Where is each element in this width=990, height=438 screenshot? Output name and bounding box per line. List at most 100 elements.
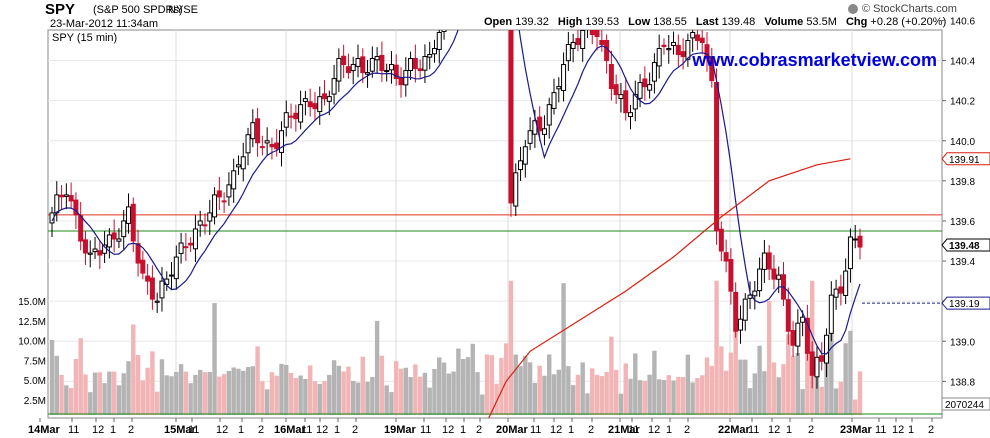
x-tick-label: 11 [188,424,199,436]
volume-bar [805,324,810,415]
candle-body [447,0,451,9]
volume-bar [537,365,542,415]
candle-body [422,56,428,71]
candle-body [575,38,581,46]
candle-body [599,39,605,46]
candle-body [427,54,433,58]
x-tick-label: 1 [568,424,574,436]
candle-body [513,172,519,207]
volume-bar [183,371,189,415]
y-tick-label: 139.0 [950,337,975,348]
volume-tick-label: 5.0M [24,376,46,387]
volume-bar [154,391,160,415]
volume-bar [743,359,748,415]
volume-bar [398,368,404,415]
y-tick-label: 140.6 [950,16,975,27]
x-tick-label: 2 [352,424,358,436]
candle-body [298,104,304,123]
x-tick-label: 16Mar [274,424,307,436]
candle-body [623,90,629,114]
candle-body [757,268,763,292]
candle-body [106,234,112,248]
candle-body [183,246,189,249]
volume-bar [351,380,356,415]
volume-bar [829,318,834,415]
candle-body [847,236,853,270]
volume-bar [776,377,781,415]
candle-body [178,242,184,254]
x-tick-label: 1 [334,424,340,436]
x-tick-label: 11 [875,424,886,436]
volume-bar [728,352,734,415]
volume-bar [460,359,466,415]
candle-body [718,228,724,252]
volume-bar [489,355,495,415]
candle-body [637,82,643,99]
candle-body [59,194,65,198]
volume-bar [575,374,581,415]
candle-body [192,228,198,250]
x-tick-label: 20Mar [496,424,529,436]
x-tick-label: 19Mar [384,424,417,436]
volume-bar [857,371,863,415]
candle-body [212,194,218,218]
candle-body [828,294,834,334]
x-tick-label: 12 [92,424,104,436]
volume-bar [255,346,260,415]
volume-tick-label: 2.5M [24,396,46,407]
volume-tag-label: 2070244 [945,400,984,411]
candle-body [585,24,589,26]
candle-body [341,55,347,66]
volume-bar [585,393,590,415]
volume-bar [790,355,796,415]
x-tick-label: 12 [892,424,904,436]
candle-body [398,77,404,86]
volume-bar [628,378,633,415]
volume-value: 53.5M [806,16,837,28]
x-tick-label: 12 [216,424,228,436]
candle-body [843,270,849,296]
volume-bar [360,356,365,415]
volume-bar [838,381,844,415]
volume-bar [480,394,485,415]
volume-bar [379,355,385,415]
volume-bar [236,368,241,415]
volume-bar [642,380,648,415]
candle-body [742,298,748,321]
volume-bar [198,369,203,415]
candle-body [235,164,241,168]
volume-bar [97,372,103,415]
open-label: Open [484,16,513,28]
volume-bar [513,354,518,415]
volume-bar [556,369,561,415]
volume-bar [150,351,155,415]
x-tick-label: 15Mar [164,424,197,436]
volume-bar [685,354,691,415]
volume-bar [135,354,141,415]
volume-bar [542,375,547,415]
volume-bar [570,385,576,415]
volume-bar [389,392,394,415]
candle-body [408,58,414,71]
high-value: 139.53 [585,16,620,28]
volume-bar [336,365,342,415]
candle-body [63,194,69,197]
volume-bar [762,371,767,415]
candle-body [283,112,289,128]
volume-bar [518,366,523,415]
candle-body [374,56,380,61]
y-tick-label: 140.0 [950,137,975,148]
volume-bar [590,368,595,415]
candle-body [154,300,160,303]
candle-body [288,115,294,118]
candle-body [537,116,543,132]
timestamp: 23-Mar-2012 11:34am [50,18,159,30]
volume-bar [269,372,275,415]
candle-body [628,112,634,117]
exchange: NYSE [168,4,198,16]
ticker-symbol[interactable]: SPY [45,1,76,18]
candle-body [838,286,844,294]
volume-bar [226,370,232,415]
candle-body [226,184,232,198]
